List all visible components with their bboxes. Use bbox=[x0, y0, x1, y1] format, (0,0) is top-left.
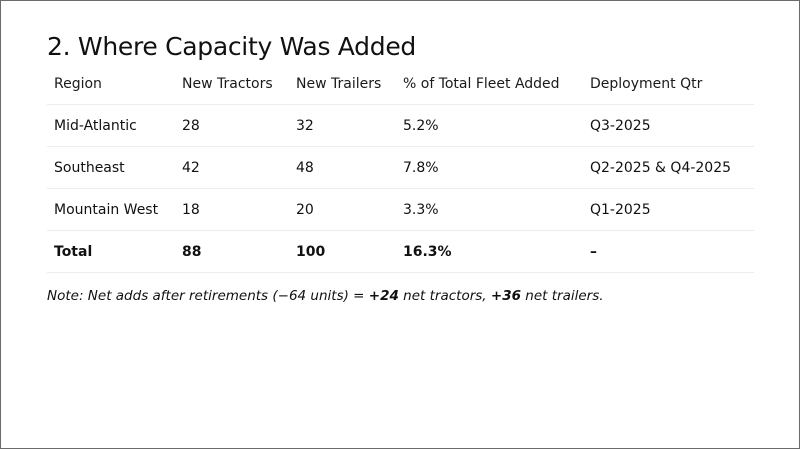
table-row: Mid-Atlantic 28 32 5.2% Q3-2025 bbox=[47, 104, 754, 147]
capacity-table: Region New Tractors New Trailers % of To… bbox=[47, 63, 754, 273]
table-row: Mountain West 18 20 3.3% Q1-2025 bbox=[47, 188, 754, 231]
cell-pct-fleet: 5.2% bbox=[396, 104, 583, 147]
net-tractors-label: net tractors, bbox=[398, 288, 491, 304]
header-deployment-qtr: Deployment Qtr bbox=[583, 63, 754, 105]
cell-pct-fleet: 7.8% bbox=[396, 146, 583, 189]
net-trailers-value: +36 bbox=[490, 288, 521, 304]
cell-new-trailers: 32 bbox=[289, 104, 396, 147]
cell-deployment-qtr: Q1-2025 bbox=[583, 188, 754, 231]
header-pct-fleet: % of Total Fleet Added bbox=[396, 63, 583, 105]
table-row: Southeast 42 48 7.8% Q2-2025 & Q4-2025 bbox=[47, 146, 754, 189]
cell-pct-fleet: 3.3% bbox=[396, 188, 583, 231]
cell-deployment-qtr: Q3-2025 bbox=[583, 104, 754, 147]
table-header-row: Region New Tractors New Trailers % of To… bbox=[47, 63, 754, 105]
cell-new-trailers: 48 bbox=[289, 146, 396, 189]
header-new-tractors: New Tractors bbox=[175, 63, 289, 105]
cell-region: Southeast bbox=[47, 146, 175, 189]
slide-title: 2. Where Capacity Was Added bbox=[47, 32, 416, 61]
cell-region: Mid-Atlantic bbox=[47, 104, 175, 147]
total-region: Total bbox=[47, 230, 175, 273]
header-new-trailers: New Trailers bbox=[289, 63, 396, 105]
total-new-tractors: 88 bbox=[175, 230, 289, 273]
net-tractors-value: +24 bbox=[368, 288, 399, 304]
total-new-trailers: 100 bbox=[289, 230, 396, 273]
note-prefix: Note: Net adds after retirements (−64 un… bbox=[47, 288, 369, 304]
cell-region: Mountain West bbox=[47, 188, 175, 231]
footnote: Note: Net adds after retirements (−64 un… bbox=[47, 288, 604, 304]
cell-new-tractors: 18 bbox=[175, 188, 289, 231]
table-total-row: Total 88 100 16.3% – bbox=[47, 230, 754, 273]
total-pct-fleet: 16.3% bbox=[396, 230, 583, 273]
cell-new-tractors: 42 bbox=[175, 146, 289, 189]
cell-new-tractors: 28 bbox=[175, 104, 289, 147]
total-deployment-qtr: – bbox=[583, 230, 754, 273]
net-trailers-label: net trailers. bbox=[521, 288, 604, 304]
cell-new-trailers: 20 bbox=[289, 188, 396, 231]
cell-deployment-qtr: Q2-2025 & Q4-2025 bbox=[583, 146, 754, 189]
header-region: Region bbox=[47, 63, 175, 105]
